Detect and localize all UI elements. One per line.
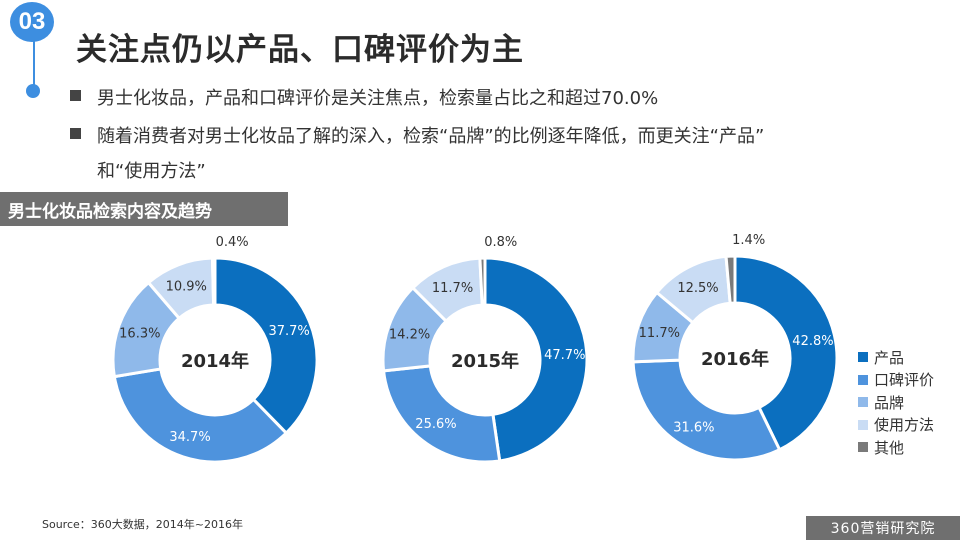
donut-0-label-other: 0.4% — [216, 235, 249, 250]
legend-item-product: 产品 — [858, 346, 934, 369]
legend-label: 使用方法 — [874, 416, 935, 435]
legend-swatch — [858, 419, 868, 430]
donut-1-slice-reviews — [381, 364, 502, 464]
donut-2-label-reviews: 31.6% — [673, 421, 714, 436]
legend-swatch — [858, 352, 868, 363]
legend-label: 其他 — [874, 438, 905, 457]
donut-1-slice-other — [478, 256, 487, 307]
donut-0-slice-other — [210, 256, 217, 307]
donut-0-slice-product — [213, 256, 319, 436]
chart-section-header: 男士化妆品检索内容及趋势 — [0, 192, 288, 226]
donut-2-label-other: 1.4% — [732, 233, 765, 248]
donut-1-slice-product — [483, 256, 589, 463]
legend-swatch — [858, 442, 868, 453]
brand-logo: 360营销研究院 — [806, 516, 960, 540]
donut-2-label-product: 42.8% — [792, 334, 833, 349]
legend-item-usage: 使用方法 — [858, 414, 934, 437]
legend-item-reviews: 口碑评价 — [858, 369, 934, 392]
legend-item-other: 其他 — [858, 436, 934, 459]
donut-2-center-label: 2016年 — [701, 348, 769, 370]
donut-1-label-reviews: 25.6% — [415, 417, 456, 432]
donut-1-label-usage: 11.7% — [432, 281, 473, 296]
legend-label: 品牌 — [874, 393, 905, 412]
donut-0-label-reviews: 34.7% — [169, 430, 210, 445]
timeline-line — [33, 30, 35, 90]
legend-swatch — [858, 374, 868, 385]
bullet-1: 男士化妆品，产品和口碑评价是关注焦点，检索量占比之和超过70.0% — [70, 84, 658, 110]
bullet-2: 随着消费者对男士化妆品了解的深入，检索“品牌”的比例逐年降低，而更关注“产品” — [70, 122, 764, 148]
legend-label: 口碑评价 — [874, 371, 935, 390]
donut-1-label-brand: 14.2% — [389, 327, 430, 342]
bullet-2-text: 随着消费者对男士化妆品了解的深入，检索“品牌”的比例逐年降低，而更关注“产品” — [97, 126, 765, 147]
donut-1-center-label: 2015年 — [451, 350, 519, 372]
chart-legend: 产品 口碑评价 品牌 使用方法 其他 — [858, 346, 934, 459]
legend-label: 产品 — [874, 348, 905, 367]
donut-2-slice-product — [733, 254, 839, 452]
bullet-2-continuation: 和“使用方法” — [97, 161, 206, 182]
donut-0-label-usage: 10.9% — [166, 279, 207, 294]
section-number-badge: 03 — [10, 2, 54, 42]
bullet-1-text: 男士化妆品，产品和口碑评价是关注焦点，检索量占比之和超过70.0% — [97, 88, 659, 109]
timeline-dot — [26, 84, 40, 98]
donut-0-slice-reviews — [112, 367, 289, 464]
bullet-square-icon — [70, 128, 81, 139]
donut-0-label-brand: 16.3% — [119, 327, 160, 342]
legend-swatch — [858, 397, 868, 408]
donut-0-label-product: 37.7% — [268, 324, 309, 339]
page-title: 关注点仍以产品、口碑评价为主 — [76, 32, 524, 68]
donut-2-slice-other — [724, 254, 737, 305]
donut-0-center-label: 2014年 — [181, 350, 249, 372]
donut-2-slice-reviews — [631, 358, 782, 462]
source-note: Source：360大数据，2014年~2016年 — [42, 518, 243, 531]
donut-1-label-other: 0.8% — [484, 235, 517, 250]
bullet-square-icon — [70, 90, 81, 101]
donut-2-label-usage: 12.5% — [677, 281, 718, 296]
donut-2-label-brand: 11.7% — [639, 326, 680, 341]
legend-item-brand: 品牌 — [858, 391, 934, 414]
donut-1-label-product: 47.7% — [544, 348, 585, 363]
